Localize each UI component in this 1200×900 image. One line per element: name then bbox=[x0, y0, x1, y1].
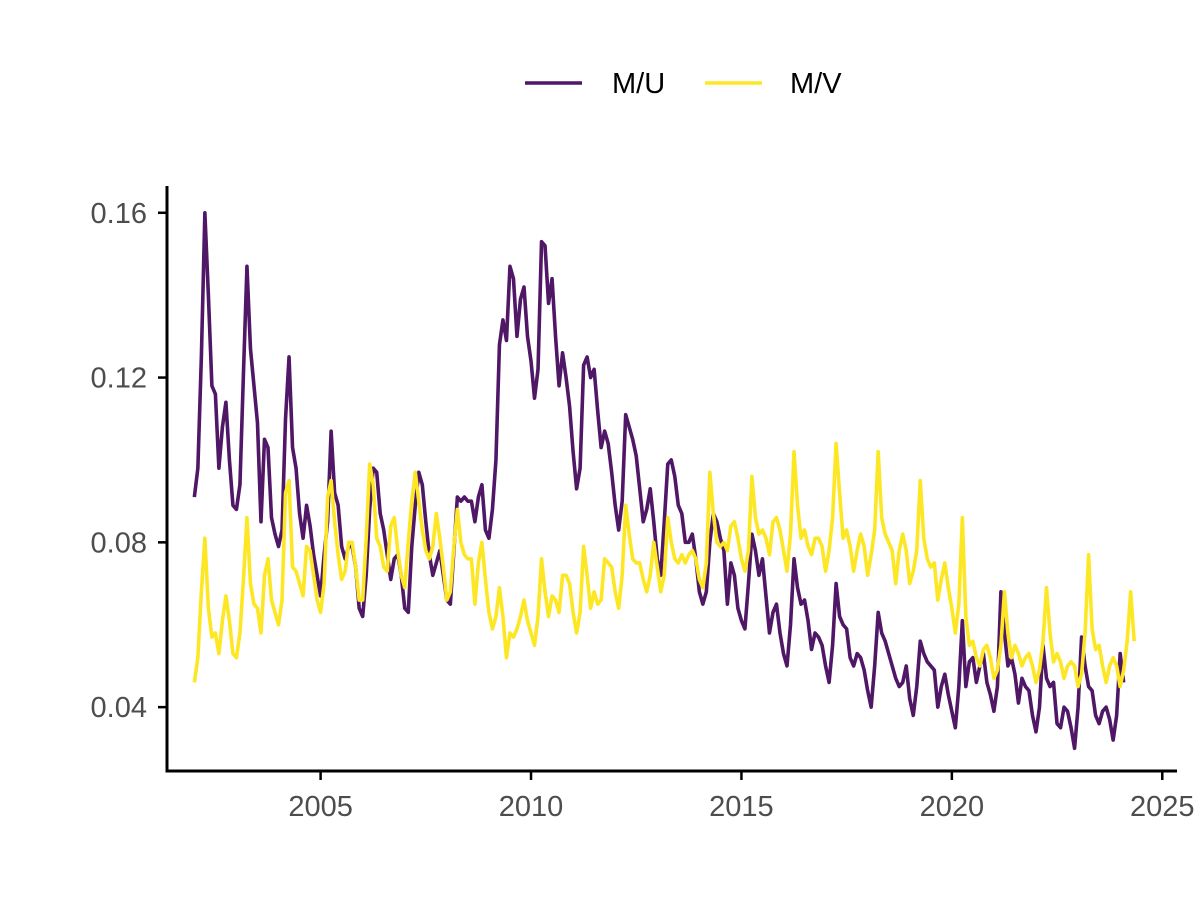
legend: M/U M/V bbox=[525, 68, 842, 100]
y-tick-label: 0.08 bbox=[91, 527, 147, 559]
y-tick-label: 0.16 bbox=[91, 198, 147, 230]
legend-label-m-u: M/U bbox=[612, 68, 665, 100]
axes bbox=[165, 186, 1177, 773]
x-tick-label: 2025 bbox=[1130, 791, 1195, 823]
x-tick-label: 2010 bbox=[499, 791, 564, 823]
y-tick-label: 0.04 bbox=[91, 692, 147, 724]
series-line-m-v bbox=[192, 441, 1136, 689]
ticks: 0.04 0.08 0.12 0.16 2005 2010 2015 2020 2025 bbox=[91, 198, 1195, 823]
y-tick-label: 0.12 bbox=[91, 363, 147, 395]
series-layer bbox=[192, 210, 1136, 751]
x-tick-label: 2020 bbox=[920, 791, 985, 823]
x-tick-label: 2015 bbox=[709, 791, 774, 823]
series-line-m-u bbox=[192, 210, 1126, 751]
legend-label-m-v: M/V bbox=[790, 68, 842, 100]
x-tick-label: 2005 bbox=[288, 791, 353, 823]
